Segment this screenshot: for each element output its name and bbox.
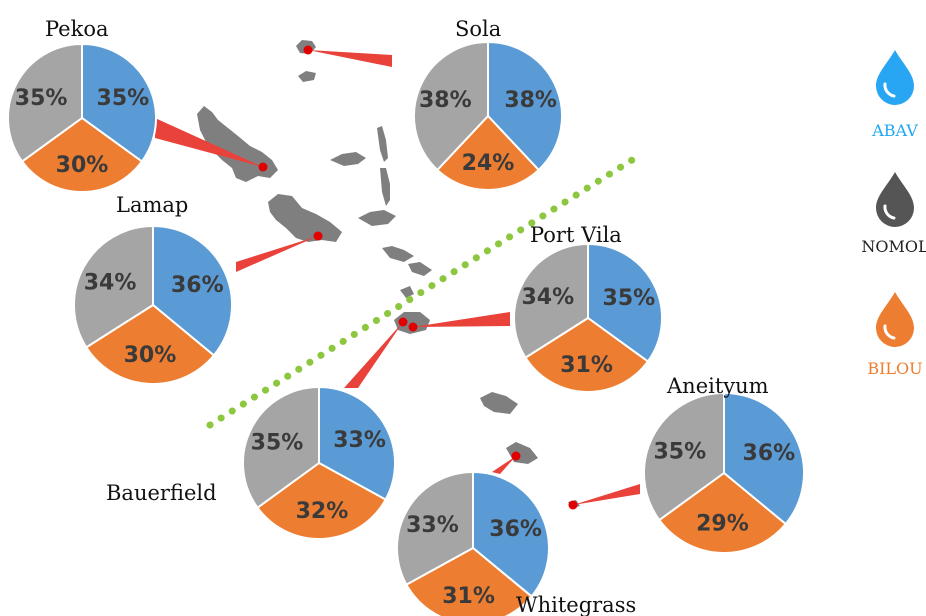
- pie-pekoa: 35% 30% 35%: [7, 42, 157, 193]
- island-malekula: [268, 194, 342, 242]
- pie-title-aneityum: Aneityum: [666, 374, 769, 398]
- pie-title-sola: Sola: [455, 17, 501, 41]
- marker-aneityum: [568, 500, 578, 510]
- pie-label-aneityum-bilou: 29%: [696, 512, 749, 537]
- drop-shine-icon: [883, 204, 896, 220]
- marker-bauerfield: [398, 317, 408, 327]
- site-connectors: [155, 50, 640, 505]
- connector-sola: [308, 50, 392, 67]
- pie-slice-whitegrass-nomol: [396, 470, 474, 586]
- pie-whitegrass: 36% 31% 33%: [396, 470, 550, 616]
- connector-whitegrass: [492, 456, 516, 474]
- island-maewo: [377, 126, 388, 162]
- pie-label-lamap-nomol: 34%: [84, 270, 137, 295]
- legend-label-nomol: NOMOL: [861, 237, 926, 256]
- pie-title-pekoa: Pekoa: [45, 17, 109, 41]
- pie-label-pekoa-bilou: 30%: [56, 153, 109, 178]
- pie-slice-bauerfield-bilou: [256, 461, 387, 540]
- legend-item-abav: ABAV: [871, 50, 918, 140]
- pie-label-sola-nomol: 38%: [419, 88, 472, 113]
- island-chain: [197, 40, 580, 508]
- pie-slice-bauerfield-nomol: [242, 385, 320, 510]
- pie-label-pekoa-abav: 35%: [97, 86, 150, 111]
- pie-label-bauerfield-nomol: 35%: [251, 431, 304, 456]
- island-epi: [408, 262, 432, 276]
- pie-slice-whitegrass-abav: [472, 470, 550, 598]
- pie-slice-aneityum-nomol: [643, 391, 725, 522]
- pie-bauerfield: 33% 32% 35%: [242, 385, 396, 540]
- pie-title-port-vila: Port Vila: [530, 223, 622, 247]
- connector-lamap: [236, 236, 318, 272]
- marker-whitegrass: [511, 451, 521, 461]
- legend-item-bilou: BILOU: [867, 292, 923, 378]
- pie-slice-pekoa-bilou: [20, 116, 144, 193]
- marker-sola: [303, 45, 313, 55]
- pie-port-vila: 35% 31% 34%: [513, 242, 663, 393]
- pie-title-bauerfield: Bauerfield: [106, 481, 217, 505]
- pie-label-port-vila-abav: 35%: [603, 286, 656, 311]
- pie-slice-port-vila-abav: [587, 242, 663, 363]
- connector-port-vila: [413, 312, 510, 327]
- pie-slice-port-vila-nomol: [513, 242, 589, 360]
- pie-slice-pekoa-nomol: [7, 42, 83, 163]
- site-labels: Pekoa Sola Lamap Port Vila Bauerfield An…: [45, 17, 769, 616]
- drop-shine-icon: [883, 324, 896, 340]
- pie-label-whitegrass-abav: 36%: [489, 517, 542, 542]
- island-ambrym: [358, 210, 396, 226]
- site-pie-charts: 35%30%35% 38%24%38%36%30%34%35%31%34%33%3…: [7, 40, 805, 616]
- legend: ABAV NOMOL BILOU: [861, 50, 926, 378]
- connector-pekoa: [155, 118, 263, 167]
- island-espiritu-santo: [197, 106, 278, 182]
- pie-sola: 38% 24% 38%: [413, 40, 563, 191]
- legend-label-abav: ABAV: [871, 121, 918, 140]
- pie-label-sola-bilou: 24%: [462, 151, 515, 176]
- site-markers: [258, 45, 578, 510]
- pie-label-port-vila-nomol: 34%: [521, 285, 574, 310]
- legend-label-bilou: BILOU: [867, 359, 922, 378]
- pie-slice-pekoa-abav: [81, 42, 157, 163]
- pie-slice-whitegrass-bilou: [405, 546, 533, 616]
- pie-lamap: 36% 30% 34%: [73, 224, 233, 385]
- island-paama: [382, 246, 414, 262]
- island-pentecost: [380, 168, 390, 206]
- pie-title-whitegrass: Whitegrass: [516, 593, 636, 616]
- drop-shine-icon: [883, 82, 896, 98]
- island-small-north: [298, 71, 316, 82]
- island-erromango: [480, 392, 518, 414]
- pie-slice-sola-bilou: [435, 114, 541, 191]
- pie-label-pekoa-nomol: 35%: [15, 86, 68, 111]
- pie-label-port-vila-bilou: 31%: [560, 353, 613, 378]
- pie-aneityum: 36% 29% 35%: [643, 391, 805, 554]
- pie-title-lamap: Lamap: [116, 193, 188, 217]
- pie-slice-lamap-bilou: [84, 303, 216, 385]
- pie-label-lamap-abav: 36%: [171, 273, 224, 298]
- marker-lamap: [313, 231, 323, 241]
- pie-label-aneityum-abav: 36%: [743, 441, 796, 466]
- pie-slice-aneityum-abav: [723, 391, 805, 526]
- island-ambae: [330, 152, 366, 166]
- pie-label-sola-abav: 38%: [504, 88, 557, 113]
- marker-pekoa: [258, 162, 268, 172]
- pie-label-whitegrass-bilou: 31%: [442, 584, 495, 609]
- pie-label-aneityum-nomol: 35%: [653, 439, 706, 464]
- pie-slice-lamap-nomol: [73, 224, 154, 349]
- marker-port-vila: [408, 322, 418, 332]
- pie-slice-lamap-abav: [152, 224, 233, 357]
- pie-slice-aneityum-bilou: [657, 471, 788, 554]
- legend-item-nomol: NOMOL: [861, 172, 926, 256]
- connector-bauerfield: [344, 322, 403, 388]
- pie-label-whitegrass-nomol: 33%: [406, 513, 459, 538]
- connector-aneityum: [573, 484, 640, 505]
- pie-label-lamap-bilou: 30%: [124, 343, 177, 368]
- pie-slice-sola-nomol: [413, 40, 489, 172]
- pie-slice-sola-abav: [487, 40, 563, 172]
- pie-slice-port-vila-bilou: [524, 316, 650, 393]
- pie-label-bauerfield-abav: 33%: [333, 428, 386, 453]
- pie-label-bauerfield-bilou: 32%: [296, 499, 349, 524]
- pie-slice-bauerfield-abav: [318, 385, 396, 501]
- island-shepherds: [400, 286, 414, 298]
